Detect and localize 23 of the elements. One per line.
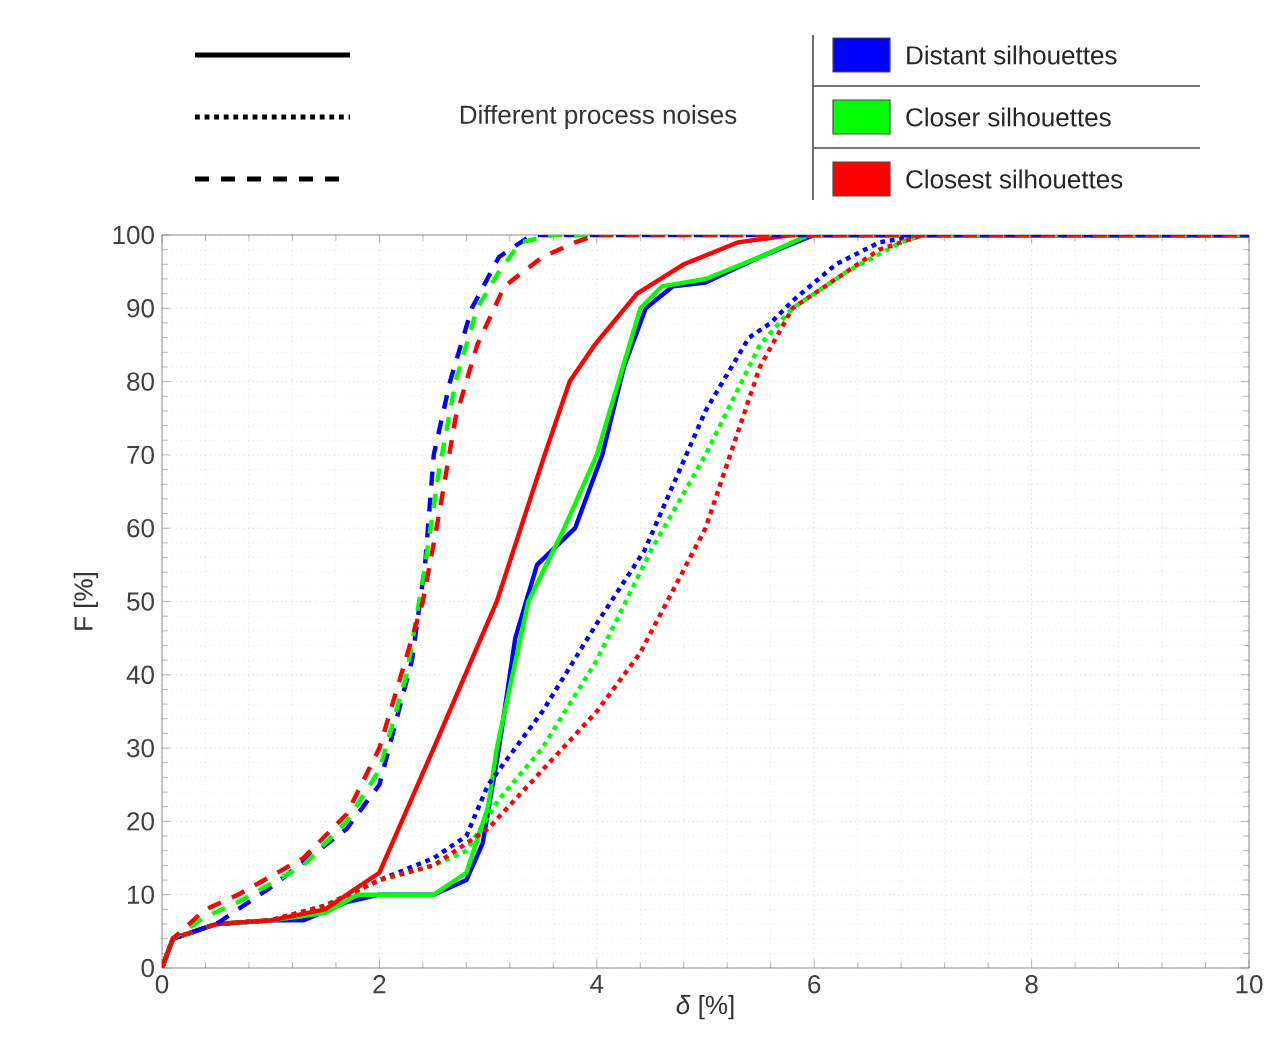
y-tick-label: 40: [126, 665, 154, 684]
legend-label: Closer silhouettes: [906, 107, 1111, 127]
x-axis-title: δ [%]: [676, 995, 734, 1020]
x-tick-label: 4: [590, 975, 604, 993]
y-tick-label: 60: [127, 518, 154, 538]
x-tick-label: 2: [373, 975, 386, 994]
y-tick-label: 90: [127, 299, 154, 318]
y-tick-label: 70: [127, 445, 154, 465]
y-tick-label: 50: [127, 592, 154, 611]
y-tick-label: 100: [113, 225, 154, 245]
y-tick-label: 0: [141, 958, 154, 978]
legend-label: Closest silhouettes: [906, 169, 1123, 189]
y-tick-label: 20: [127, 812, 154, 831]
legend-label: Distant silhouettes: [907, 45, 1117, 65]
y-tick-label: 30: [127, 738, 154, 758]
x-tick-label: 0: [155, 975, 169, 994]
y-tick-label: 10: [128, 885, 154, 904]
y-axis-title: F [%]: [73, 573, 98, 630]
x-tick-label: 6: [808, 975, 821, 994]
x-tick-label: 8: [1025, 975, 1038, 994]
text: Different process noises: [460, 104, 737, 130]
y-tick-label: 80: [127, 372, 154, 391]
x-tick-label: 10: [1236, 975, 1263, 994]
